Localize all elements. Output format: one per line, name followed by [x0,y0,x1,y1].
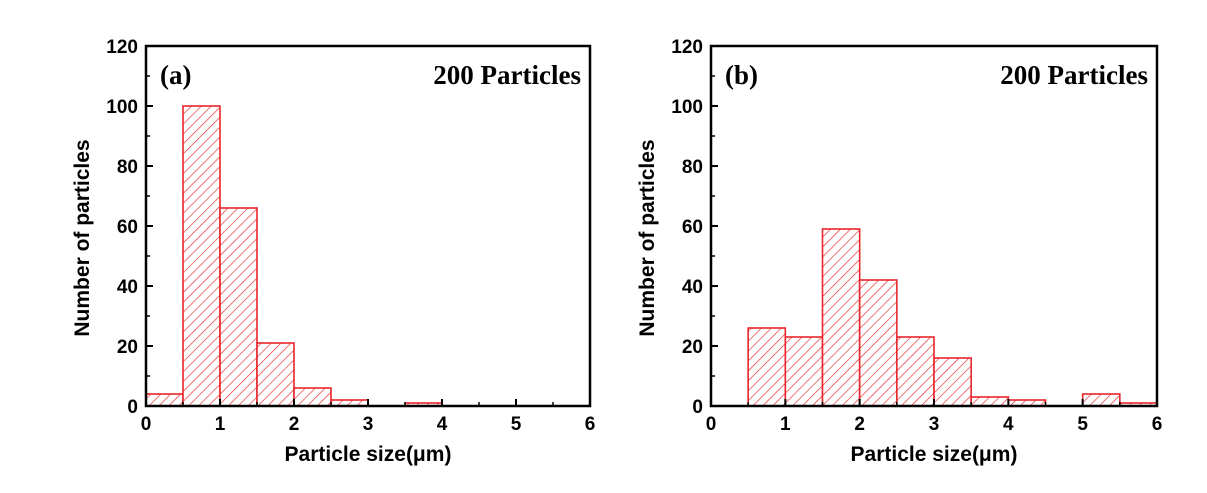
particle-count-annotation: 200 Particles [1000,60,1148,90]
x-tick-label: 3 [929,414,940,435]
y-tick-label: 80 [117,157,138,178]
histogram-bar [1081,393,1121,407]
y-tick-label: 20 [682,337,703,358]
histogram-bar [933,357,972,407]
x-axis-label: Particle size(μm) [285,443,452,466]
particle-count-annotation: 200 Particles [433,60,581,90]
x-tick-label: 1 [215,414,226,435]
histogram-bar [784,336,824,407]
histogram-bar [821,228,861,407]
histogram-bar [747,327,787,407]
y-tick-label: 60 [682,217,703,238]
y-tick-label: 20 [117,337,138,358]
y-tick-label: 120 [671,37,703,58]
bars-group [747,228,1158,407]
histogram-bar [145,393,184,407]
y-tick-label: 40 [117,277,138,298]
x-tick-label: 2 [289,414,300,435]
x-tick-label: 2 [854,414,865,435]
x-tick-label: 4 [1003,414,1014,435]
x-tick-label: 5 [511,414,522,435]
y-tick-label: 100 [106,97,138,118]
panel-label: (a) [160,60,191,90]
histogram-bar [219,207,258,407]
x-axis-label: Particle size(μm) [851,443,1018,466]
y-tick-label: 40 [682,277,703,298]
panel-label: (b) [725,60,758,90]
histogram-bar [256,342,295,407]
x-tick-label: 1 [780,414,791,435]
y-tick-label: 100 [671,97,703,118]
y-tick-label: 80 [682,157,703,178]
x-tick-label: 0 [141,414,152,435]
x-tick-label: 3 [363,414,374,435]
x-tick-label: 6 [1152,414,1163,435]
y-tick-label: 120 [106,37,138,58]
histogram-bar [182,105,221,407]
y-tick-label: 0 [127,397,138,418]
bars-group [145,105,443,407]
x-tick-label: 4 [437,414,448,435]
y-axis-label: Number of particles [71,139,94,336]
histogram-bar [858,279,898,407]
y-axis-label: Number of particles [636,139,659,336]
x-tick-label: 5 [1077,414,1088,435]
y-tick-label: 60 [117,217,138,238]
histogram-bar [896,336,935,407]
histogram-bar [970,396,1010,407]
histogram-bar [293,387,332,407]
y-tick-label: 0 [692,397,703,418]
x-tick-label: 0 [706,414,717,435]
x-tick-label: 6 [585,414,596,435]
